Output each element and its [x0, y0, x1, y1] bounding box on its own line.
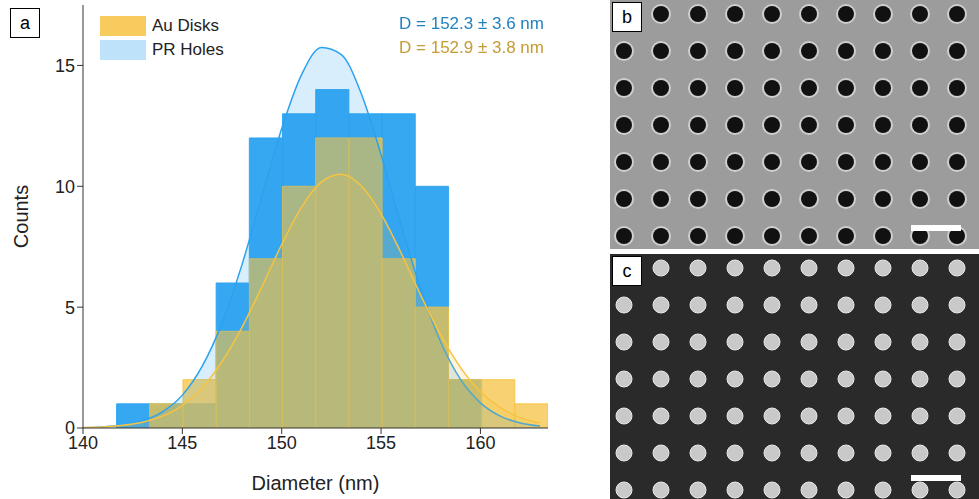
html-text:Au Disks: Au Disks [152, 16, 220, 35]
html-text:b: b [622, 6, 632, 27]
html-text:D = 152.3 ± 3.6 nm: D = 152.3 ± 3.6 nm [399, 14, 544, 33]
svg-text:0: 0 [65, 418, 75, 438]
svg-text:10: 10 [55, 177, 75, 197]
html-text:D = 152.9 ± 3.8 nm: D = 152.9 ± 3.8 nm [399, 38, 544, 57]
svg-text:140: 140 [68, 432, 98, 453]
svg-text:160: 160 [465, 433, 495, 453]
svg-text:5: 5 [65, 298, 75, 318]
svg-text:145: 145 [167, 433, 197, 453]
svg-text:Counts: Counts [10, 185, 32, 248]
html-text:PR Holes: PR Holes [152, 40, 224, 59]
html-text:c: c [622, 260, 632, 281]
svg-text:15: 15 [55, 56, 75, 76]
svg-text:150: 150 [267, 433, 297, 453]
svg-text:155: 155 [366, 433, 396, 453]
svg-text:Diameter (nm): Diameter (nm) [252, 472, 380, 494]
html-text:a: a [20, 12, 30, 33]
